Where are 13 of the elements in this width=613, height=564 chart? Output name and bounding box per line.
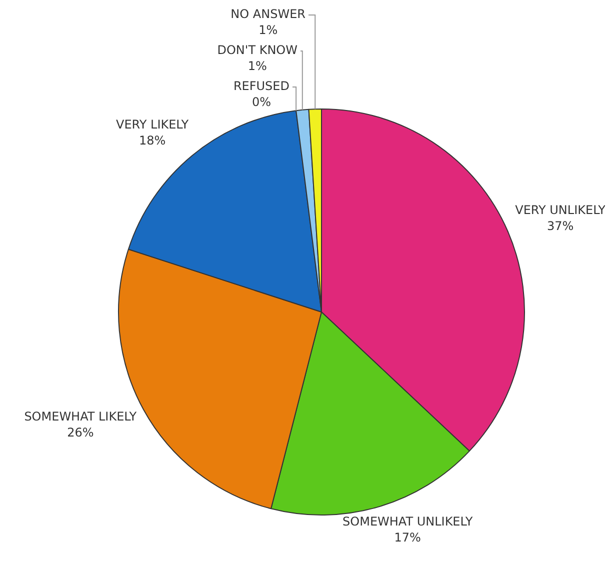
slice-label: DON'T KNOW <box>217 43 298 58</box>
data-label: 37% <box>546 218 574 233</box>
slice-label: SOMEWHAT UNLIKELY <box>342 514 474 529</box>
text: 0% <box>252 95 271 110</box>
data-label: 1% <box>248 59 267 74</box>
slice-label: VERY LIKELY <box>116 118 190 132</box>
data-label: 26% <box>67 425 94 440</box>
data-label: 18% <box>138 134 166 148</box>
slice-label: NO ANSWER <box>230 7 306 22</box>
category-label: REFUSED <box>233 79 290 94</box>
data-label: 1% <box>258 23 278 38</box>
data-label: 17% <box>394 530 421 545</box>
slice-label: SOMEWHAT LIKELY <box>24 409 138 424</box>
